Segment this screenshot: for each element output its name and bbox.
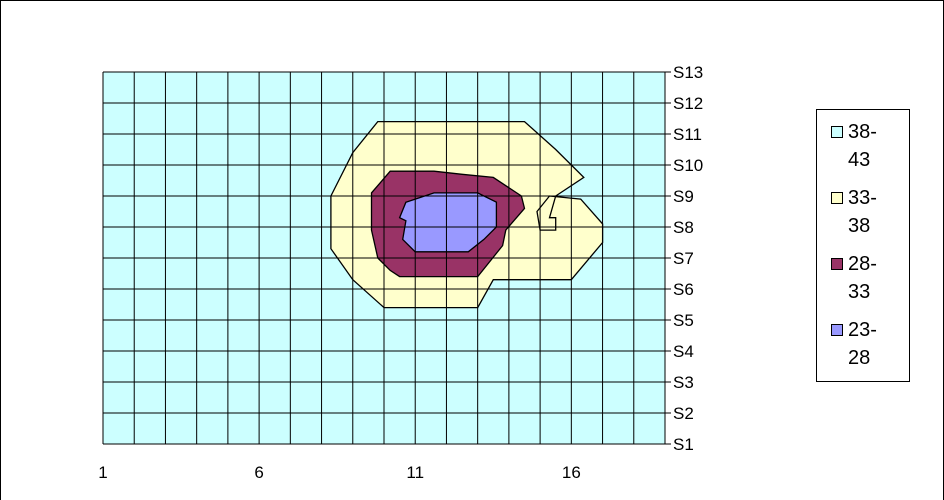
legend-label-line2: 28 — [848, 347, 871, 369]
y-tick-label: S8 — [673, 218, 694, 237]
legend-label-line1: 38- — [848, 121, 877, 143]
legend-label-line1: 23- — [848, 319, 877, 341]
legend-label-line1: 28- — [848, 253, 877, 275]
y-tick-label: S11 — [673, 125, 702, 144]
x-tick-label: 6 — [254, 463, 263, 482]
legend-label-line1: 33- — [848, 187, 877, 209]
legend-swatch — [831, 324, 843, 336]
y-tick-label: S9 — [673, 187, 694, 206]
y-tick-label: S12 — [673, 94, 703, 113]
x-tick-label: 16 — [562, 463, 581, 482]
legend-label-line2: 38 — [848, 215, 871, 237]
legend-swatch — [831, 192, 843, 204]
y-tick-label: S7 — [673, 249, 694, 268]
y-tick-label: S2 — [673, 404, 694, 423]
y-tick-label: S13 — [673, 63, 703, 82]
y-tick-label: S3 — [673, 373, 694, 392]
legend-swatch — [831, 126, 843, 138]
y-tick-label: S10 — [673, 156, 703, 175]
contour-region-23-28 — [398, 192, 498, 253]
legend-label-line2: 43 — [848, 149, 871, 171]
x-tick-label: 1 — [98, 463, 107, 482]
legend: 38- 43 33- 38 28- 33 23- 28 — [816, 109, 910, 382]
y-tick-label: S4 — [673, 342, 694, 361]
x-tick-label: 11 — [406, 463, 424, 482]
legend-label-line2: 33 — [848, 281, 871, 303]
y-tick-label: S1 — [673, 435, 694, 454]
y-tick-label: S5 — [673, 311, 694, 330]
legend-swatch — [831, 258, 843, 270]
y-tick-label: S6 — [673, 280, 694, 299]
